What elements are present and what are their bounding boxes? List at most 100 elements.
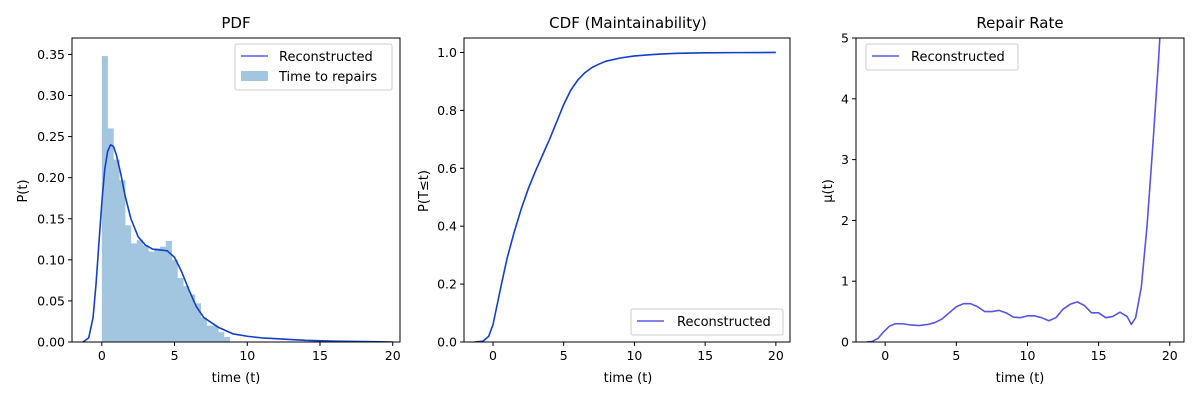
pdf-ytick-label: 0.25 — [37, 129, 65, 144]
rate-title: Repair Rate — [976, 14, 1063, 32]
pdf-histogram-bars — [101, 56, 231, 342]
pdf-legend-bar-swatch — [241, 71, 268, 81]
pdf-xticks: 0 5 10 15 20 — [98, 342, 401, 363]
rate-xtick-label: 10 — [1020, 348, 1036, 363]
pdf-hist-bar-2 — [113, 159, 120, 342]
pdf-ytick-label: 0.30 — [37, 88, 65, 103]
pdf-hist-bar-7 — [142, 245, 149, 342]
pdf-hist-bar-19 — [212, 325, 219, 342]
cdf-ytick-label: 1.0 — [437, 45, 457, 60]
cdf-xtick-label: 5 — [560, 348, 568, 363]
pdf-title: PDF — [221, 14, 250, 32]
pdf-hist-bar-12 — [171, 259, 178, 342]
pdf-ylabel: P(t) — [16, 179, 31, 202]
pdf-hist-bar-14 — [183, 286, 190, 342]
pdf-hist-bar-1 — [107, 128, 114, 342]
pdf-axes-frame — [71, 37, 401, 343]
pdf-curve — [82, 144, 393, 342]
rate-ytick-label: 3 — [841, 152, 849, 167]
cdf-curve-line — [474, 51, 776, 342]
cdf-xtick-label: 10 — [626, 348, 642, 363]
panel-cdf: CDF (Maintainability) 0 5 10 15 20 0.0 0.2 0.4… — [417, 14, 791, 386]
rate-ytick-label: 2 — [841, 213, 849, 228]
pdf-hist-bar-17 — [200, 317, 207, 342]
rate-legend: Reconstructed — [865, 43, 1019, 71]
rate-xtick-label: 5 — [952, 348, 960, 363]
cdf-xtick-label: 20 — [768, 348, 784, 363]
pdf-legend-line-label: Reconstructed — [279, 50, 373, 65]
cdf-xtick-label: 15 — [697, 348, 713, 363]
cdf-title: CDF (Maintainability) — [549, 14, 707, 32]
pdf-hist-bar-16 — [194, 303, 202, 342]
pdf-hist-bar-21 — [224, 337, 231, 342]
pdf-xtick-label: 20 — [385, 348, 401, 363]
pdf-hist-bar-11 — [165, 240, 172, 342]
pdf-legend-bar-label: Time to repairs — [278, 70, 377, 85]
pdf-hist-bar-6 — [136, 240, 143, 342]
cdf-yticks: 0.0 0.2 0.4 0.6 0.8 1.0 — [437, 45, 464, 350]
rate-curve-line — [866, 38, 1161, 342]
rate-curve — [866, 38, 1161, 342]
pdf-ytick-label: 0.05 — [37, 293, 65, 308]
cdf-ylabel: P(T≤t) — [417, 170, 432, 212]
rate-xtick-label: 20 — [1162, 348, 1178, 363]
pdf-axes-border — [71, 37, 401, 343]
pdf-xtick-label: 5 — [171, 348, 179, 363]
pdf-curve-line — [82, 144, 393, 342]
cdf-axes-border — [463, 37, 791, 343]
rate-ytick-label: 5 — [841, 31, 849, 46]
pdf-xtick-label: 10 — [239, 348, 255, 363]
cdf-legend-line-label: Reconstructed — [677, 315, 771, 330]
panel-repair-rate: Repair Rate 0 5 10 15 20 0 1 2 3 4 5 time (t) μ(t… — [821, 14, 1185, 386]
panel-pdf: PDF 0 5 10 15 20 0.00 0.05 0.10 0.15 0.20 0.25 0.3… — [16, 14, 401, 386]
cdf-legend: Reconstructed — [630, 308, 784, 336]
pdf-hist-bar-3 — [119, 180, 126, 342]
pdf-hist-bar-5 — [130, 243, 138, 342]
cdf-ytick-label: 0.6 — [437, 161, 457, 176]
rate-ytick-label: 1 — [841, 274, 849, 289]
cdf-ytick-label: 0.8 — [437, 103, 457, 118]
rate-xlabel: time (t) — [996, 371, 1045, 386]
cdf-xticks: 0 5 10 15 20 — [489, 342, 784, 363]
cdf-legend-box — [630, 308, 784, 336]
pdf-hist-bar-0 — [101, 56, 108, 342]
pdf-yticks: 0.00 0.05 0.10 0.15 0.20 0.25 0.30 0.35 — [37, 47, 72, 350]
rate-legend-box — [865, 43, 1019, 71]
cdf-ytick-label: 0.0 — [437, 335, 457, 350]
cdf-xlabel: time (t) — [604, 371, 653, 386]
cdf-xtick-label: 0 — [489, 348, 497, 363]
pdf-legend: Reconstructed Time to repairs — [234, 43, 393, 91]
pdf-ytick-label: 0.15 — [37, 211, 65, 226]
rate-axes-frame — [855, 37, 1185, 343]
pdf-hist-bar-4 — [125, 225, 132, 342]
cdf-ytick-label: 0.4 — [437, 219, 457, 234]
rate-xtick-label: 15 — [1091, 348, 1107, 363]
pdf-hist-bar-20 — [218, 332, 225, 342]
pdf-hist-bar-13 — [177, 277, 184, 342]
pdf-xtick-label: 0 — [98, 348, 106, 363]
pdf-hist-bar-15 — [189, 294, 196, 342]
rate-ytick-label: 4 — [841, 91, 849, 106]
pdf-hist-bar-18 — [206, 325, 213, 342]
rate-ylabel: μ(t) — [821, 179, 836, 203]
rate-yticks: 0 1 2 3 4 5 — [841, 31, 856, 350]
cdf-curve — [474, 51, 776, 342]
rate-ytick-label: 0 — [841, 335, 849, 350]
pdf-hist-bar-9 — [154, 248, 161, 342]
pdf-hist-bar-8 — [148, 251, 155, 342]
cdf-ytick-label: 0.2 — [437, 277, 457, 292]
rate-legend-line-label: Reconstructed — [911, 50, 1005, 65]
pdf-legend-box — [234, 43, 393, 91]
pdf-hist-bar-10 — [160, 246, 167, 342]
pdf-xtick-label: 15 — [312, 348, 328, 363]
rate-xticks: 0 5 10 15 20 — [881, 342, 1178, 363]
pdf-ytick-label: 0.35 — [37, 47, 65, 62]
pdf-ytick-label: 0.10 — [37, 252, 65, 267]
pdf-ytick-label: 0.00 — [37, 335, 65, 350]
rate-xtick-label: 0 — [881, 348, 889, 363]
rate-axes-border — [855, 37, 1185, 343]
pdf-xlabel: time (t) — [212, 371, 261, 386]
cdf-axes-frame — [463, 37, 791, 343]
pdf-ytick-label: 0.20 — [37, 170, 65, 185]
